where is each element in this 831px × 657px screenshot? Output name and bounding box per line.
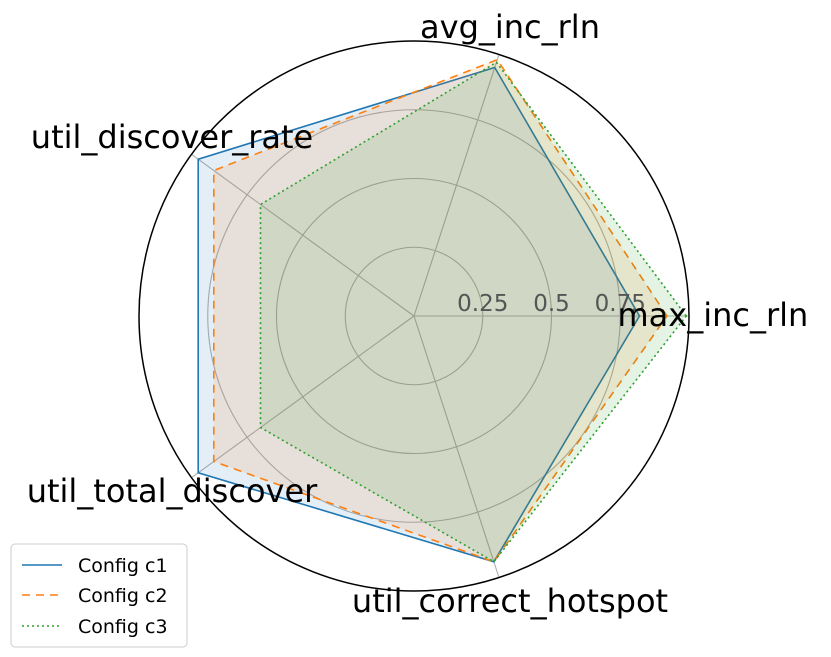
axis-label-avg-inc-rln: avg_inc_rln [420, 8, 600, 46]
grid-spoke [191, 315, 415, 479]
radar-grid [138, 40, 690, 592]
series-fill-1 [198, 67, 640, 562]
outer-frame [138, 40, 690, 592]
axis-label-util-total-discover: util_total_discover [27, 472, 318, 510]
axis-labels: max_inc_rln avg_inc_rln util_discover_rate… [27, 8, 809, 620]
legend-label-config-c1: Config c1 [78, 555, 168, 577]
legend-label-config-c2: Config c2 [78, 585, 168, 607]
series-line-1 [197, 66, 641, 563]
grid-spoke [191, 153, 415, 317]
axis-label-max-inc-rln: max_inc_rln [618, 296, 809, 334]
axis-label-util-discover-rate: util_discover_rate [31, 118, 313, 156]
series-fill-2 [213, 59, 668, 562]
radial-tick-label: 0.25 [457, 291, 508, 317]
grid-spoke [413, 54, 500, 317]
radial-tick-label: 0.75 [595, 291, 646, 317]
grid-spoke [413, 315, 500, 578]
legend-label-config-c3: Config c3 [78, 616, 168, 638]
radial-tick-label: 0.5 [533, 291, 570, 317]
radial-tick-labels: 0.25 0.5 0.75 [457, 291, 646, 317]
series-line-3 [259, 61, 688, 563]
legend-box [10, 543, 188, 648]
series-fill-3 [260, 62, 687, 562]
series-line-2 [213, 58, 668, 563]
legend: Config c1 Config c2 Config c3 [10, 543, 188, 648]
axis-label-util-correct-hotspot: util_correct_hotspot [352, 582, 668, 620]
radar-series-layer [197, 58, 688, 563]
